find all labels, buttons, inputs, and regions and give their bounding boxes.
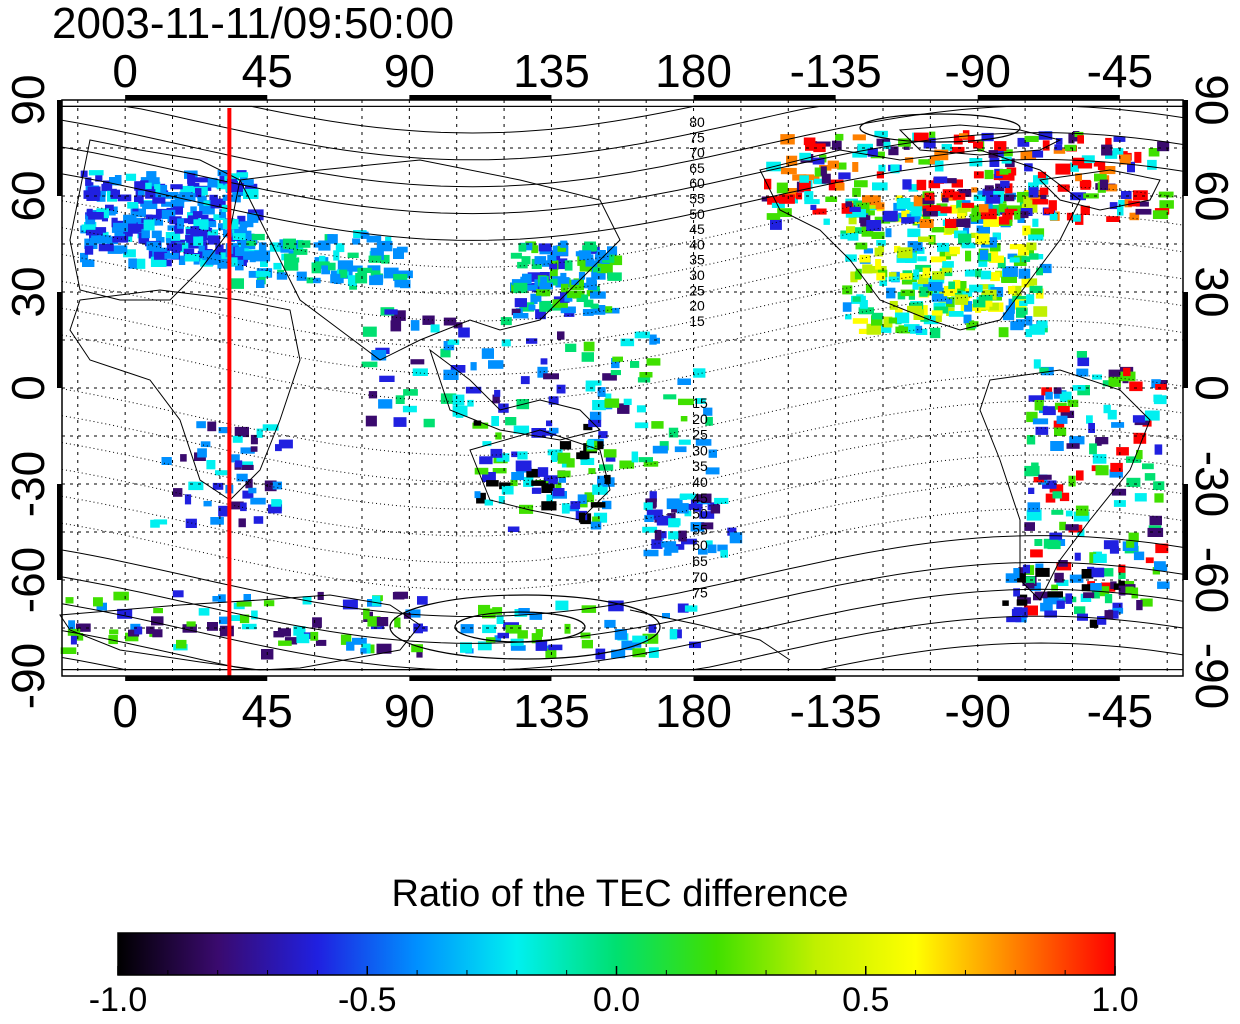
top-tick-label: -90 [944, 45, 1011, 97]
contour-label: 30 [692, 442, 708, 458]
contour-line [61, 615, 1184, 671]
colorbar-tick-label: 1.0 [1091, 981, 1139, 1019]
contour-line [61, 132, 1184, 215]
contour-label: 60 [689, 175, 705, 191]
contour-label: 70 [689, 145, 705, 161]
contour-label: 75 [692, 585, 708, 601]
colorbar-tick-label: -1.0 [88, 981, 148, 1019]
top-tick-label: 135 [513, 45, 590, 97]
contour-label: 25 [689, 282, 705, 298]
contour-label: 15 [689, 313, 705, 329]
contour-label: 40 [689, 236, 705, 252]
contour-label: 40 [692, 474, 708, 490]
bottom-tick-label: 45 [241, 685, 293, 737]
bottom-tick-label: 135 [513, 685, 590, 737]
contour-label: 45 [692, 490, 708, 506]
contour-line [61, 535, 1184, 618]
axis-bars [57, 95, 1188, 681]
contour-label: 20 [689, 298, 705, 314]
colorbar [117, 932, 1116, 976]
contour-label: 65 [689, 160, 705, 176]
contour-label: 55 [689, 191, 705, 207]
top-tick-label: -135 [789, 45, 882, 97]
bottom-tick-label: -45 [1086, 685, 1154, 737]
top-tick-label: -45 [1086, 45, 1154, 97]
bottom-tick-label: 180 [655, 685, 732, 737]
contour-label: 75 [689, 129, 705, 145]
colorbar-title: Ratio of the TEC difference [391, 873, 849, 915]
contour-label: 55 [692, 521, 708, 537]
contour-label: 45 [689, 221, 705, 237]
tec-data-patches [60, 130, 1174, 660]
contour-label: 35 [689, 252, 705, 268]
contour-line [61, 158, 1184, 241]
graticule [62, 99, 1183, 677]
contour-label: 65 [692, 553, 708, 569]
bottom-tick-label: 90 [383, 685, 435, 737]
top-tick-label: 0 [112, 45, 138, 97]
top-tick-label: 90 [383, 45, 435, 97]
contour-line [61, 561, 1184, 644]
top-tick-label: 45 [241, 45, 293, 97]
contour-label: 20 [692, 411, 708, 427]
contour-label: 70 [692, 569, 708, 585]
colorbar-tick-label: 0.5 [842, 981, 890, 1019]
colorbar-tick-label: 0.0 [592, 981, 641, 1019]
contour-label: 50 [692, 506, 708, 522]
contour-line [61, 105, 1184, 188]
coastlines [59, 124, 1161, 671]
magnetic-latitude-contours: 8075706560555045403530252015152025303540… [61, 105, 1184, 671]
bottom-tick-label: -90 [944, 685, 1011, 737]
contour-label: 30 [689, 267, 705, 283]
bottom-tick-label: -135 [789, 685, 882, 737]
colorbar-tick-label: -0.5 [337, 981, 397, 1019]
bottom-tick-label: 0 [112, 685, 138, 737]
top-tick-label: 180 [655, 45, 732, 97]
contour-label: 15 [692, 395, 708, 411]
contour-label: 50 [689, 206, 705, 222]
timestamp-title: 2003-11-11/09:50:00 [52, 0, 455, 48]
contour-label: 25 [692, 427, 708, 443]
contour-line [61, 588, 1184, 671]
contour-label: 80 [689, 114, 705, 130]
contour-label: 35 [692, 458, 708, 474]
contour-label: 60 [692, 537, 708, 553]
